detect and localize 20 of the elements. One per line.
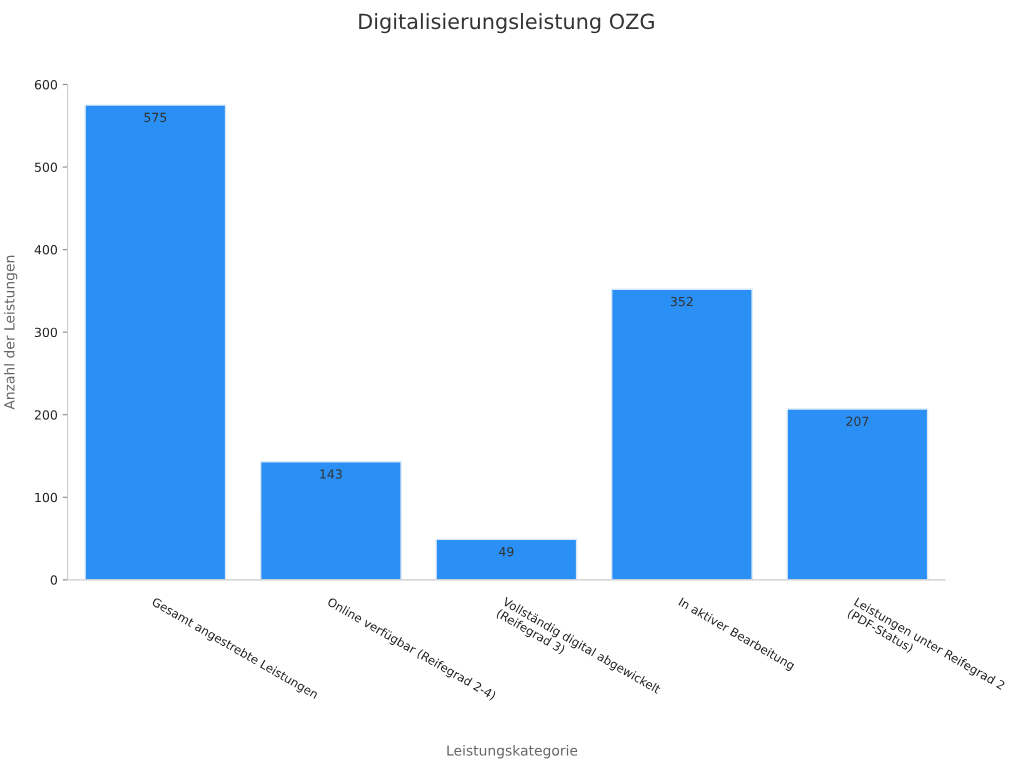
y-tick-label: 500 (34, 162, 58, 172)
bar (259, 461, 402, 580)
data-label: 352 (670, 296, 693, 307)
y-tick-label: 100 (35, 492, 58, 503)
bar (84, 104, 227, 580)
y-tick-label: 300 (34, 327, 58, 338)
y-tick-label: 0 (50, 575, 58, 585)
data-label: 49 (499, 546, 514, 557)
data-label: 575 (144, 112, 167, 123)
data-label: 207 (846, 416, 869, 426)
bar (610, 288, 753, 580)
y-tick-label: 600 (34, 79, 58, 90)
y-tick-label: 400 (34, 245, 58, 255)
y-axis-title: Anzahl der Leistungen (3, 255, 18, 410)
bar (786, 408, 929, 580)
data-label: 143 (320, 469, 342, 479)
bar (435, 538, 578, 580)
x-axis-title: Leistungskategorie (447, 744, 578, 759)
y-tick-label: 200 (34, 410, 58, 420)
chart-title: Digitalisierungsleistung OZG (359, 13, 654, 34)
